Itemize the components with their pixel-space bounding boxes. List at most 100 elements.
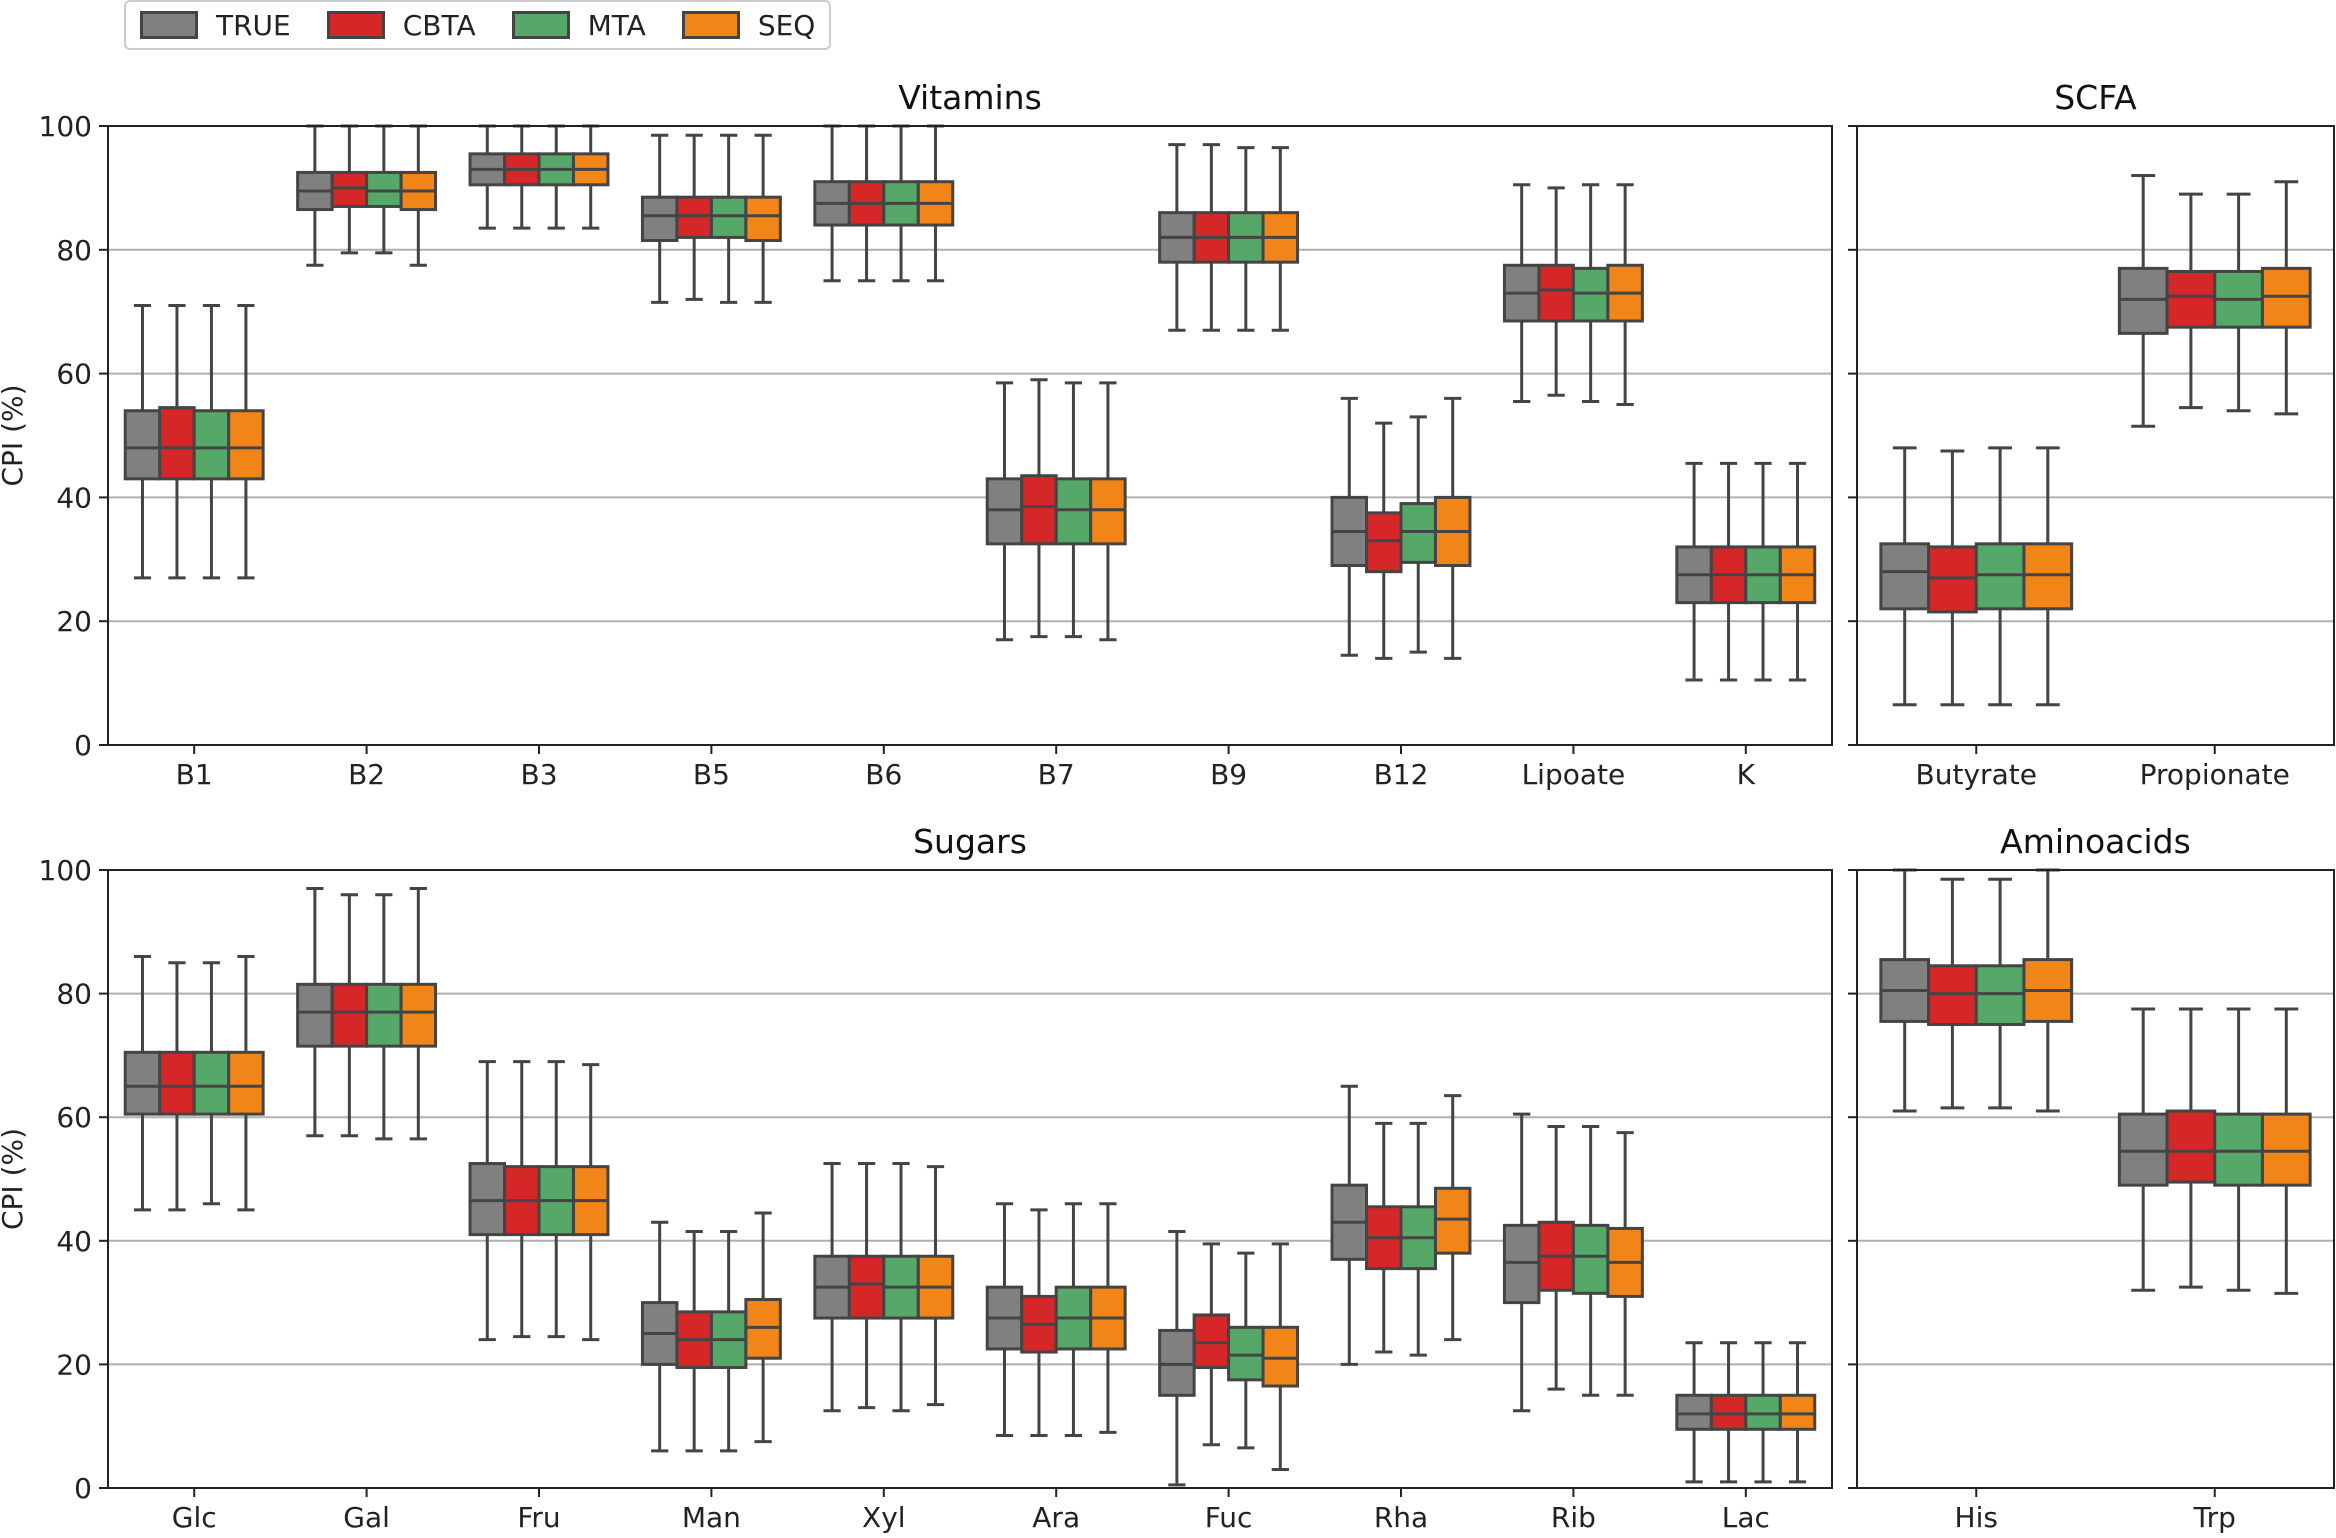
- panel-scfa: Butyrate Propionate SCFA: [1848, 78, 2335, 791]
- box-sugars-fru-seq: [571, 1063, 610, 1342]
- box-body: [365, 170, 403, 208]
- box-vitamins-b3-seq: [571, 124, 610, 230]
- box-sugars-fuc-seq: [1261, 1242, 1300, 1471]
- xtick-label-vitamins-b9: B9: [1210, 758, 1247, 791]
- box-body: [158, 406, 196, 481]
- box-vitamins-b1-true: [123, 304, 162, 580]
- box-sugars-rib-seq: [1606, 1131, 1644, 1397]
- box-sugars-glc-cbta: [158, 961, 196, 1212]
- box-vitamins-b12-cbta: [1365, 421, 1403, 660]
- xtick-label-sugars-fru: Fru: [517, 1501, 560, 1534]
- box-scfa-butyrate-mta: [1974, 446, 2026, 707]
- legend-entry-mta: MTA: [511, 8, 646, 42]
- box-scfa-propionate-seq: [2260, 180, 2312, 416]
- legend: TRUE CBTA MTA SEQ: [124, 0, 832, 50]
- box-sugars-xyl-seq: [916, 1165, 955, 1407]
- box-sugars-man-mta: [709, 1230, 748, 1453]
- box-body: [1974, 964, 2026, 1026]
- box-scfa-butyrate-true: [1879, 446, 1931, 707]
- box-vitamins-b1-mta: [192, 304, 231, 580]
- box-vitamins-b9-true: [1158, 143, 1196, 332]
- box-body: [1709, 1393, 1748, 1431]
- xtick-label-vitamins-b2: B2: [348, 758, 385, 791]
- box-body: [2165, 1109, 2217, 1184]
- box-vitamins-b5-seq: [744, 133, 782, 304]
- box-vitamins-b5-mta: [709, 133, 748, 304]
- box-body: [1744, 1393, 1782, 1431]
- box-body: [1020, 474, 1058, 546]
- box-body: [1571, 1223, 1610, 1295]
- box-aminoacids-his-cbta: [1927, 877, 1978, 1110]
- box-body: [1399, 502, 1437, 564]
- box-body: [123, 409, 162, 481]
- legend-label-seq: SEQ: [757, 8, 816, 42]
- box-vitamins-b2-true: [296, 124, 334, 267]
- box-sugars-rha-cbta: [1365, 1121, 1403, 1354]
- box-body: [123, 1050, 162, 1116]
- box-vitamins-b7-cbta: [1020, 378, 1058, 639]
- box-body: [1537, 263, 1575, 323]
- box-sugars-ara-true: [985, 1202, 1024, 1437]
- box-sugars-fuc-cbta: [1192, 1242, 1231, 1447]
- box-body: [399, 982, 438, 1048]
- box-sugars-fru-mta: [537, 1060, 575, 1339]
- xtick-label-vitamins-k: K: [1737, 758, 1756, 791]
- box-aminoacids-trp-seq: [2260, 1007, 2312, 1295]
- box-aminoacids-his-mta: [1974, 877, 2026, 1110]
- box-body: [192, 409, 231, 481]
- legend-entry-true: TRUE: [140, 9, 291, 42]
- box-aminoacids-his-true: [1879, 868, 1931, 1113]
- box-vitamins-b6-cbta: [847, 124, 886, 283]
- box-body: [1365, 511, 1403, 574]
- legend-label-mta: MTA: [587, 8, 646, 42]
- xtick-label-sugars-man: Man: [682, 1501, 741, 1534]
- box-body: [2260, 1112, 2312, 1187]
- box-scfa-propionate-cbta: [2165, 192, 2217, 410]
- ytick-label-sugars-60: 60: [56, 1101, 92, 1134]
- xtick-label-vitamins-lipoate: Lipoate: [1522, 758, 1626, 791]
- box-scfa-propionate-mta: [2213, 192, 2264, 413]
- box-sugars-gal-mta: [365, 893, 403, 1141]
- box-body: [227, 409, 265, 481]
- legend-swatch-true: [140, 11, 198, 39]
- box-scfa-butyrate-seq: [2022, 446, 2074, 707]
- xtick-label-scfa-butyrate: Butyrate: [1916, 758, 2037, 791]
- box-vitamins-b12-seq: [1433, 396, 1472, 660]
- xtick-label-vitamins-b12: B12: [1374, 758, 1429, 791]
- box-vitamins-b9-seq: [1261, 146, 1300, 332]
- box-sugars-glc-mta: [192, 961, 231, 1206]
- box-body: [1927, 964, 1978, 1026]
- box-body: [2117, 1112, 2169, 1187]
- box-sugars-rha-true: [1330, 1084, 1369, 1366]
- box-body: [468, 1162, 507, 1237]
- box-vitamins-k-mta: [1744, 461, 1782, 682]
- box-sugars-lac-mta: [1744, 1341, 1782, 1484]
- box-sugars-ara-mta: [1054, 1202, 1093, 1437]
- xtick-label-sugars-fuc: Fuc: [1205, 1501, 1253, 1534]
- box-body: [1158, 1328, 1196, 1397]
- box-vitamins-b5-cbta: [675, 133, 713, 301]
- box-body: [1433, 1186, 1472, 1255]
- box-body: [1974, 542, 2026, 611]
- box-sugars-fru-true: [468, 1060, 507, 1342]
- box-aminoacids-trp-cbta: [2165, 1007, 2217, 1289]
- xtick-label-sugars-lac: Lac: [1722, 1501, 1770, 1534]
- box-vitamins-b6-mta: [882, 124, 920, 283]
- legend-entry-seq: SEQ: [681, 8, 816, 42]
- box-sugars-man-true: [640, 1220, 679, 1453]
- box-sugars-fuc-mta: [1227, 1251, 1265, 1450]
- box-vitamins-b5-true: [640, 133, 679, 304]
- box-sugars-glc-seq: [227, 955, 265, 1212]
- box-sugars-man-seq: [744, 1211, 782, 1444]
- box-sugars-gal-cbta: [330, 893, 369, 1138]
- box-body: [296, 982, 334, 1048]
- plot-frame-aminoacids: [1856, 869, 2335, 1489]
- panel-vitamins: B1 B2 B3 B5 B6 B7 B9 B12 Lipoate K 0 20 40 60 80 100 Vit…: [0, 78, 1833, 791]
- box-body: [640, 195, 679, 243]
- box-sugars-lac-true: [1675, 1341, 1713, 1484]
- box-body: [330, 170, 369, 208]
- box-scfa-propionate-true: [2117, 174, 2169, 428]
- box-vitamins-lipoate-mta: [1571, 183, 1610, 403]
- xtick-label-sugars-rha: Rha: [1374, 1501, 1428, 1534]
